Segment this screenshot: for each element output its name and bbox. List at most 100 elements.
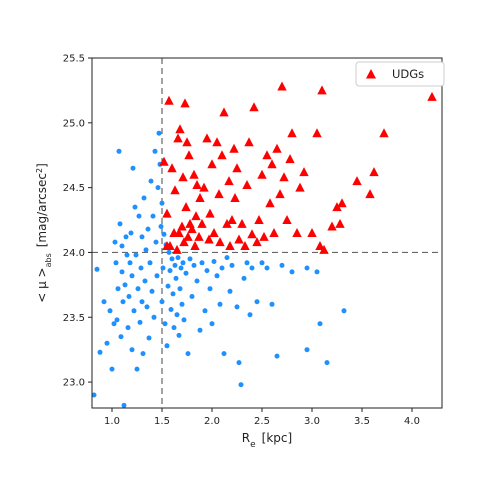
data-point-circle — [150, 213, 156, 219]
series-udgs — [159, 81, 437, 254]
data-point-circle — [224, 255, 230, 261]
data-point-circle — [254, 299, 260, 305]
data-point-circle — [125, 325, 131, 331]
data-point-triangle — [312, 128, 322, 138]
data-point-circle — [128, 230, 134, 236]
data-point-circle — [104, 340, 110, 346]
data-point-triangle — [192, 180, 202, 189]
data-point-circle — [155, 185, 161, 191]
data-point-triangle — [195, 193, 205, 202]
data-point-circle — [317, 321, 323, 327]
x-tick-label: 2.5 — [254, 416, 270, 427]
data-point-circle — [207, 286, 213, 292]
data-point-triangle — [229, 143, 239, 153]
data-point-circle — [158, 224, 164, 229]
data-point-circle — [162, 321, 168, 327]
data-point-circle — [139, 234, 145, 240]
data-point-circle — [219, 265, 225, 271]
data-point-circle — [165, 283, 171, 289]
data-point-circle — [149, 288, 155, 294]
data-point-circle — [130, 165, 136, 171]
data-point-circle — [168, 307, 174, 312]
data-point-circle — [187, 256, 193, 262]
data-point-triangle — [379, 128, 389, 138]
data-point-triangle — [265, 198, 275, 208]
data-point-circle — [304, 265, 310, 271]
y-axis-label-unit: [mag/arcsec — [35, 173, 49, 247]
data-point-triangle — [317, 85, 327, 95]
data-point-circle — [171, 325, 177, 331]
data-point-circle — [173, 275, 179, 281]
data-point-triangle — [202, 133, 212, 143]
data-point-triangle — [285, 154, 295, 164]
data-point-triangle — [275, 189, 285, 199]
y-tick-label: 25.5 — [63, 54, 85, 65]
data-point-triangle — [217, 150, 227, 160]
data-point-circle — [129, 347, 135, 353]
x-tick-label: 3.5 — [354, 416, 370, 427]
data-point-circle — [137, 319, 143, 325]
data-point-triangle — [225, 241, 235, 250]
data-point-circle — [177, 286, 183, 292]
legend-box — [355, 61, 445, 87]
data-point-circle — [124, 252, 130, 258]
data-point-triangle — [178, 172, 188, 182]
data-point-triangle — [165, 241, 175, 250]
data-point-circle — [234, 304, 240, 310]
data-point-triangle — [365, 189, 375, 199]
data-point-circle — [227, 288, 233, 294]
data-point-triangle — [227, 215, 237, 224]
data-point-circle — [199, 260, 205, 266]
data-point-circle — [185, 351, 191, 357]
data-point-circle — [119, 269, 125, 275]
data-point-circle — [141, 195, 147, 201]
data-point-circle — [126, 294, 132, 299]
data-point-circle — [170, 291, 176, 297]
data-point-circle — [175, 255, 181, 261]
data-point-triangle — [230, 193, 240, 202]
y-tick-label: 23.5 — [63, 313, 85, 324]
data-point-circle — [166, 249, 172, 255]
data-point-circle — [120, 299, 126, 305]
data-point-circle — [341, 308, 347, 314]
data-point-circle — [172, 262, 178, 268]
data-point-circle — [189, 294, 195, 299]
x-axis-label-unit: [kpc] — [262, 431, 293, 445]
data-point-circle — [204, 268, 210, 274]
data-point-triangle — [335, 218, 345, 228]
data-point-triangle — [307, 228, 317, 237]
data-point-triangle — [212, 137, 222, 147]
data-point-circle — [214, 273, 220, 279]
data-point-triangle — [257, 169, 267, 179]
data-point-circle — [197, 327, 203, 333]
data-point-circle — [91, 392, 97, 398]
data-point-triangle — [174, 228, 184, 237]
data-point-circle — [109, 366, 115, 372]
data-point-triangle — [222, 218, 232, 228]
data-point-triangle — [295, 182, 305, 192]
data-point-triangle — [191, 211, 201, 221]
data-point-circle — [209, 321, 215, 327]
data-point-circle — [127, 260, 133, 266]
data-point-circle — [115, 286, 121, 292]
data-point-triangle — [215, 237, 225, 247]
data-point-triangle — [182, 137, 192, 147]
data-point-circle — [244, 260, 250, 266]
data-point-triangle — [254, 215, 264, 224]
data-point-circle — [161, 231, 167, 237]
data-point-circle — [174, 312, 180, 318]
data-point-circle — [136, 213, 142, 219]
data-point-triangle — [164, 95, 174, 105]
data-point-triangle — [269, 228, 279, 237]
data-point-triangle — [205, 208, 215, 218]
data-point-triangle — [319, 244, 329, 254]
data-point-triangle — [207, 159, 217, 169]
data-point-triangle — [292, 228, 302, 237]
data-point-circle — [314, 269, 320, 275]
data-point-triangle — [369, 167, 379, 177]
y-tick-label: 24.0 — [63, 248, 85, 259]
data-point-triangle — [199, 182, 209, 192]
data-point-triangle — [240, 241, 250, 250]
data-point-circle — [191, 262, 197, 268]
